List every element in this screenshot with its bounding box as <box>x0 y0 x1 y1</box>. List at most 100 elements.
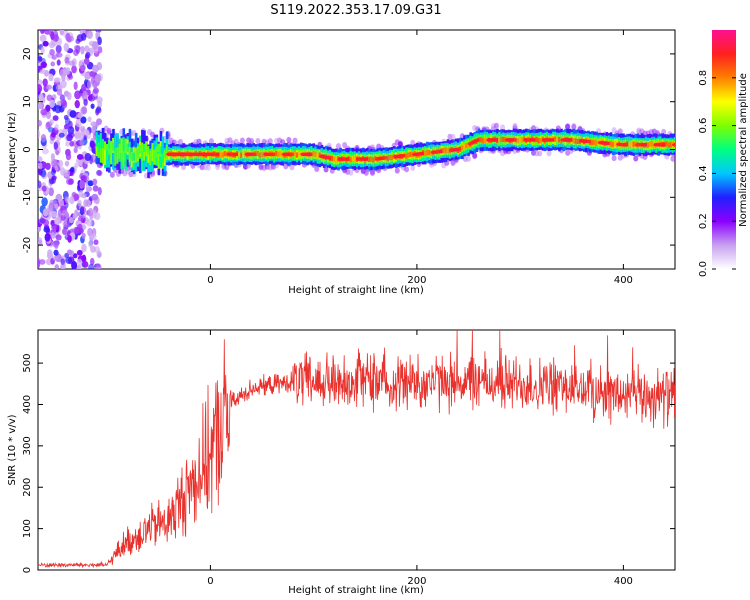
spectrogram-cell <box>124 138 128 154</box>
spectrogram-cell <box>87 116 92 123</box>
spectrogram-cell <box>558 137 561 143</box>
spectrogram-cell <box>90 121 97 127</box>
spectrogram-cell <box>96 96 103 104</box>
spectrogram-cell <box>572 138 576 144</box>
spectrogram-cell <box>106 127 112 134</box>
spectrogram-cell <box>64 160 70 167</box>
snr-series-line <box>38 330 675 569</box>
spectrogram-cell <box>279 151 283 157</box>
y-tick-label: 10 <box>22 95 33 108</box>
spectrogram-cell <box>407 152 411 158</box>
spectrogram-cell <box>145 143 148 152</box>
x-tick-label: 400 <box>614 576 633 587</box>
spectrogram-cell <box>181 164 187 171</box>
spectrogram-cell <box>87 207 94 217</box>
x-tick-label: 200 <box>407 275 426 286</box>
spectrogram-cell <box>82 90 88 100</box>
spectrogram-cell <box>286 137 292 144</box>
spectrogram-cell <box>86 32 93 40</box>
spectrogram-cell <box>388 154 392 161</box>
spectrogram-cell <box>84 152 92 162</box>
spectrogram-cell <box>42 219 50 227</box>
spectrogram-cell <box>38 84 43 93</box>
spectrogram-cell <box>446 147 450 154</box>
spectrogram-cell <box>77 112 83 119</box>
spectrogram-cell <box>465 143 468 149</box>
spectrogram-cell <box>215 164 221 171</box>
spectrogram-cell <box>593 139 596 146</box>
spectrogram-cell <box>41 197 48 207</box>
spectrogram-cell <box>92 64 99 73</box>
spectrogram-cell <box>79 180 86 189</box>
spectrogram-cell <box>72 213 77 220</box>
spectrogram-cell <box>64 56 70 64</box>
spectrogram-cell <box>65 141 70 147</box>
spectrogram-cell <box>38 103 43 110</box>
spectrogram-cell <box>61 209 69 217</box>
spectrogram-cell <box>41 148 49 155</box>
spectrogram-cell <box>394 167 400 174</box>
spectrogram-ylabel: Frequency (Hz) <box>7 112 18 188</box>
spectrogram-cell <box>633 155 639 162</box>
spectrogram-cell <box>351 155 355 162</box>
spectrogram-cell <box>96 118 103 126</box>
spectrogram-cell <box>49 132 56 141</box>
spectrogram-cell <box>333 156 336 162</box>
spectrogram-cell <box>275 150 278 157</box>
spectrogram-cell <box>54 34 59 42</box>
spectrogram-cell <box>87 95 93 101</box>
spectrogram-cell <box>67 235 72 243</box>
spectrogram-cell <box>50 31 55 40</box>
spectrogram-cell <box>141 142 144 151</box>
spectrogram-cell <box>500 124 506 131</box>
spectrogram-cell <box>81 254 87 263</box>
spectrogram-cell <box>88 263 95 269</box>
spectrogram-cell <box>159 146 163 155</box>
spectrogram-cell <box>149 156 152 165</box>
spectrogram-cell <box>73 147 78 154</box>
spectrogram-cell <box>59 30 65 36</box>
spectrogram-cell <box>112 142 115 151</box>
y-tick-label: 0 <box>22 146 33 152</box>
spectrogram-cell <box>79 64 86 72</box>
spectrogram-cell <box>141 145 144 161</box>
spectrogram-cell <box>61 228 67 236</box>
spectrogram-cell <box>76 153 84 160</box>
spectrogram-cell <box>56 88 63 96</box>
spectrogram-cell <box>51 158 58 168</box>
spectrogram-cell <box>87 180 94 187</box>
spectrogram-cell <box>667 142 671 148</box>
spectrogram-cell <box>130 152 134 162</box>
spectrogram-cell <box>38 237 43 245</box>
spectrogram-cell <box>40 46 45 55</box>
spectrogram-cell <box>93 239 99 246</box>
spectrogram-cell <box>48 187 54 197</box>
spectrogram-cell <box>74 100 80 109</box>
spectrogram-cell <box>81 232 86 239</box>
spectrogram-cell <box>68 60 76 66</box>
figure-title: S119.2022.353.17.09.G31 <box>270 3 441 18</box>
y-tick-label: 500 <box>22 354 33 373</box>
spectrogram-cell <box>61 73 66 82</box>
spectrogram-cell <box>71 65 77 74</box>
spectrogram-cell <box>92 82 98 89</box>
spectrogram-cell <box>576 138 580 145</box>
spectrogram-cell <box>41 185 47 192</box>
spectrogram-cell <box>97 186 102 196</box>
spectrogram-cell <box>277 151 280 157</box>
spectrogram-cell <box>38 259 46 265</box>
spectrogram-cell <box>595 140 598 146</box>
spectrogram-cell <box>92 185 99 192</box>
spectrogram-cell <box>256 150 260 157</box>
spectrogram-cell <box>95 106 102 114</box>
spectrogram-cell <box>80 116 87 124</box>
spectrogram-cell <box>83 199 89 207</box>
spectrogram-cell <box>54 123 59 131</box>
spectrogram-cell <box>493 122 499 129</box>
spectrogram-cell <box>397 140 403 147</box>
spectrogram-cell <box>46 252 54 260</box>
spectrogram-cell <box>65 32 71 42</box>
spectrogram-cell <box>58 159 64 168</box>
spectrogram-cell <box>83 98 88 106</box>
spectrogram-cell <box>63 169 71 177</box>
